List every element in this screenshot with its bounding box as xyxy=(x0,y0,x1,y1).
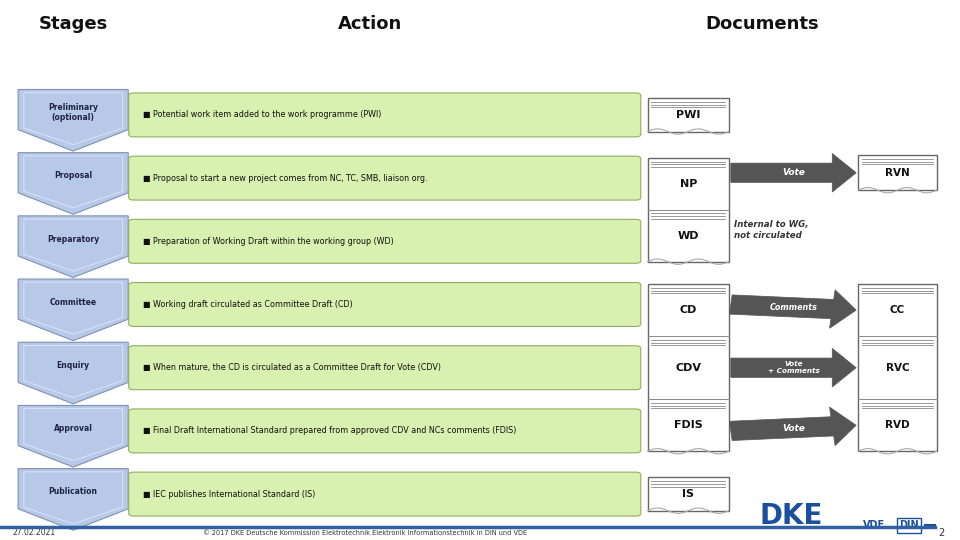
Text: NP: NP xyxy=(680,179,697,189)
FancyBboxPatch shape xyxy=(858,284,937,451)
Text: RVC: RVC xyxy=(885,363,909,373)
Text: ■ Preparation of Working Draft within the working group (WD): ■ Preparation of Working Draft within th… xyxy=(143,237,394,246)
Polygon shape xyxy=(730,407,856,446)
Text: ■ When mature, the CD is circulated as a Committee Draft for Vote (CDV): ■ When mature, the CD is circulated as a… xyxy=(143,363,441,372)
Text: Preparatory: Preparatory xyxy=(47,235,99,244)
Text: Vote: Vote xyxy=(782,423,804,433)
Polygon shape xyxy=(18,279,129,341)
Polygon shape xyxy=(18,90,129,151)
Text: Stages: Stages xyxy=(38,15,108,33)
Text: RVN: RVN xyxy=(885,168,910,178)
FancyBboxPatch shape xyxy=(858,156,937,190)
FancyBboxPatch shape xyxy=(647,158,729,262)
Text: ■ Working draft circulated as Committee Draft (CD): ■ Working draft circulated as Committee … xyxy=(143,300,353,309)
Polygon shape xyxy=(731,348,856,387)
Text: Publication: Publication xyxy=(49,488,98,496)
FancyBboxPatch shape xyxy=(129,219,641,264)
Polygon shape xyxy=(730,290,856,328)
Text: Approval: Approval xyxy=(54,424,92,433)
Text: ■ Proposal to start a new project comes from NC, TC, SMB, liaison org.: ■ Proposal to start a new project comes … xyxy=(143,174,427,183)
Text: Action: Action xyxy=(338,15,402,33)
Text: © 2017 DKE Deutsche Kommission Elektrotechnik Elektronik Informationstechnik in : © 2017 DKE Deutsche Kommission Elektrote… xyxy=(204,530,527,536)
Polygon shape xyxy=(18,406,129,467)
Text: PWI: PWI xyxy=(676,110,701,120)
FancyBboxPatch shape xyxy=(129,346,641,390)
Text: CD: CD xyxy=(680,305,697,315)
FancyBboxPatch shape xyxy=(129,472,641,516)
Text: CDV: CDV xyxy=(675,363,701,373)
Text: VDE: VDE xyxy=(863,520,885,530)
Text: CC: CC xyxy=(890,305,905,315)
Text: not circulated: not circulated xyxy=(733,231,802,240)
Text: FDIS: FDIS xyxy=(674,420,703,430)
Text: Committee: Committee xyxy=(50,298,97,307)
Text: Proposal: Proposal xyxy=(54,172,92,180)
Text: RVD: RVD xyxy=(885,420,910,430)
FancyBboxPatch shape xyxy=(129,156,641,200)
Text: Comments: Comments xyxy=(770,303,817,312)
Text: Vote
+ Comments: Vote + Comments xyxy=(768,361,820,374)
FancyBboxPatch shape xyxy=(129,282,641,327)
Text: IS: IS xyxy=(683,489,694,499)
FancyBboxPatch shape xyxy=(647,98,729,132)
Polygon shape xyxy=(18,153,129,214)
FancyBboxPatch shape xyxy=(129,409,641,453)
FancyBboxPatch shape xyxy=(129,93,641,137)
Text: Vote: Vote xyxy=(782,168,804,177)
Text: 27.02.2021: 27.02.2021 xyxy=(12,528,56,537)
Polygon shape xyxy=(731,153,856,192)
Text: ■ Final Draft International Standard prepared from approved CDV and NCs comments: ■ Final Draft International Standard pre… xyxy=(143,427,516,435)
FancyBboxPatch shape xyxy=(647,284,729,451)
Text: DKE: DKE xyxy=(759,502,823,530)
Polygon shape xyxy=(18,216,129,278)
Polygon shape xyxy=(18,469,129,530)
Text: DIN: DIN xyxy=(899,520,919,530)
FancyBboxPatch shape xyxy=(647,477,729,511)
Text: Preliminary
(optional): Preliminary (optional) xyxy=(48,103,98,123)
Polygon shape xyxy=(18,342,129,404)
Text: Documents: Documents xyxy=(706,15,819,33)
Text: WD: WD xyxy=(678,231,699,241)
Text: 2: 2 xyxy=(938,528,945,538)
Text: Internal to WG,: Internal to WG, xyxy=(733,220,808,230)
Text: ■ Potential work item added to the work programme (PWI): ■ Potential work item added to the work … xyxy=(143,110,381,119)
Text: ■ IEC publishes International Standard (IS): ■ IEC publishes International Standard (… xyxy=(143,490,316,498)
Text: Enquiry: Enquiry xyxy=(57,361,89,370)
